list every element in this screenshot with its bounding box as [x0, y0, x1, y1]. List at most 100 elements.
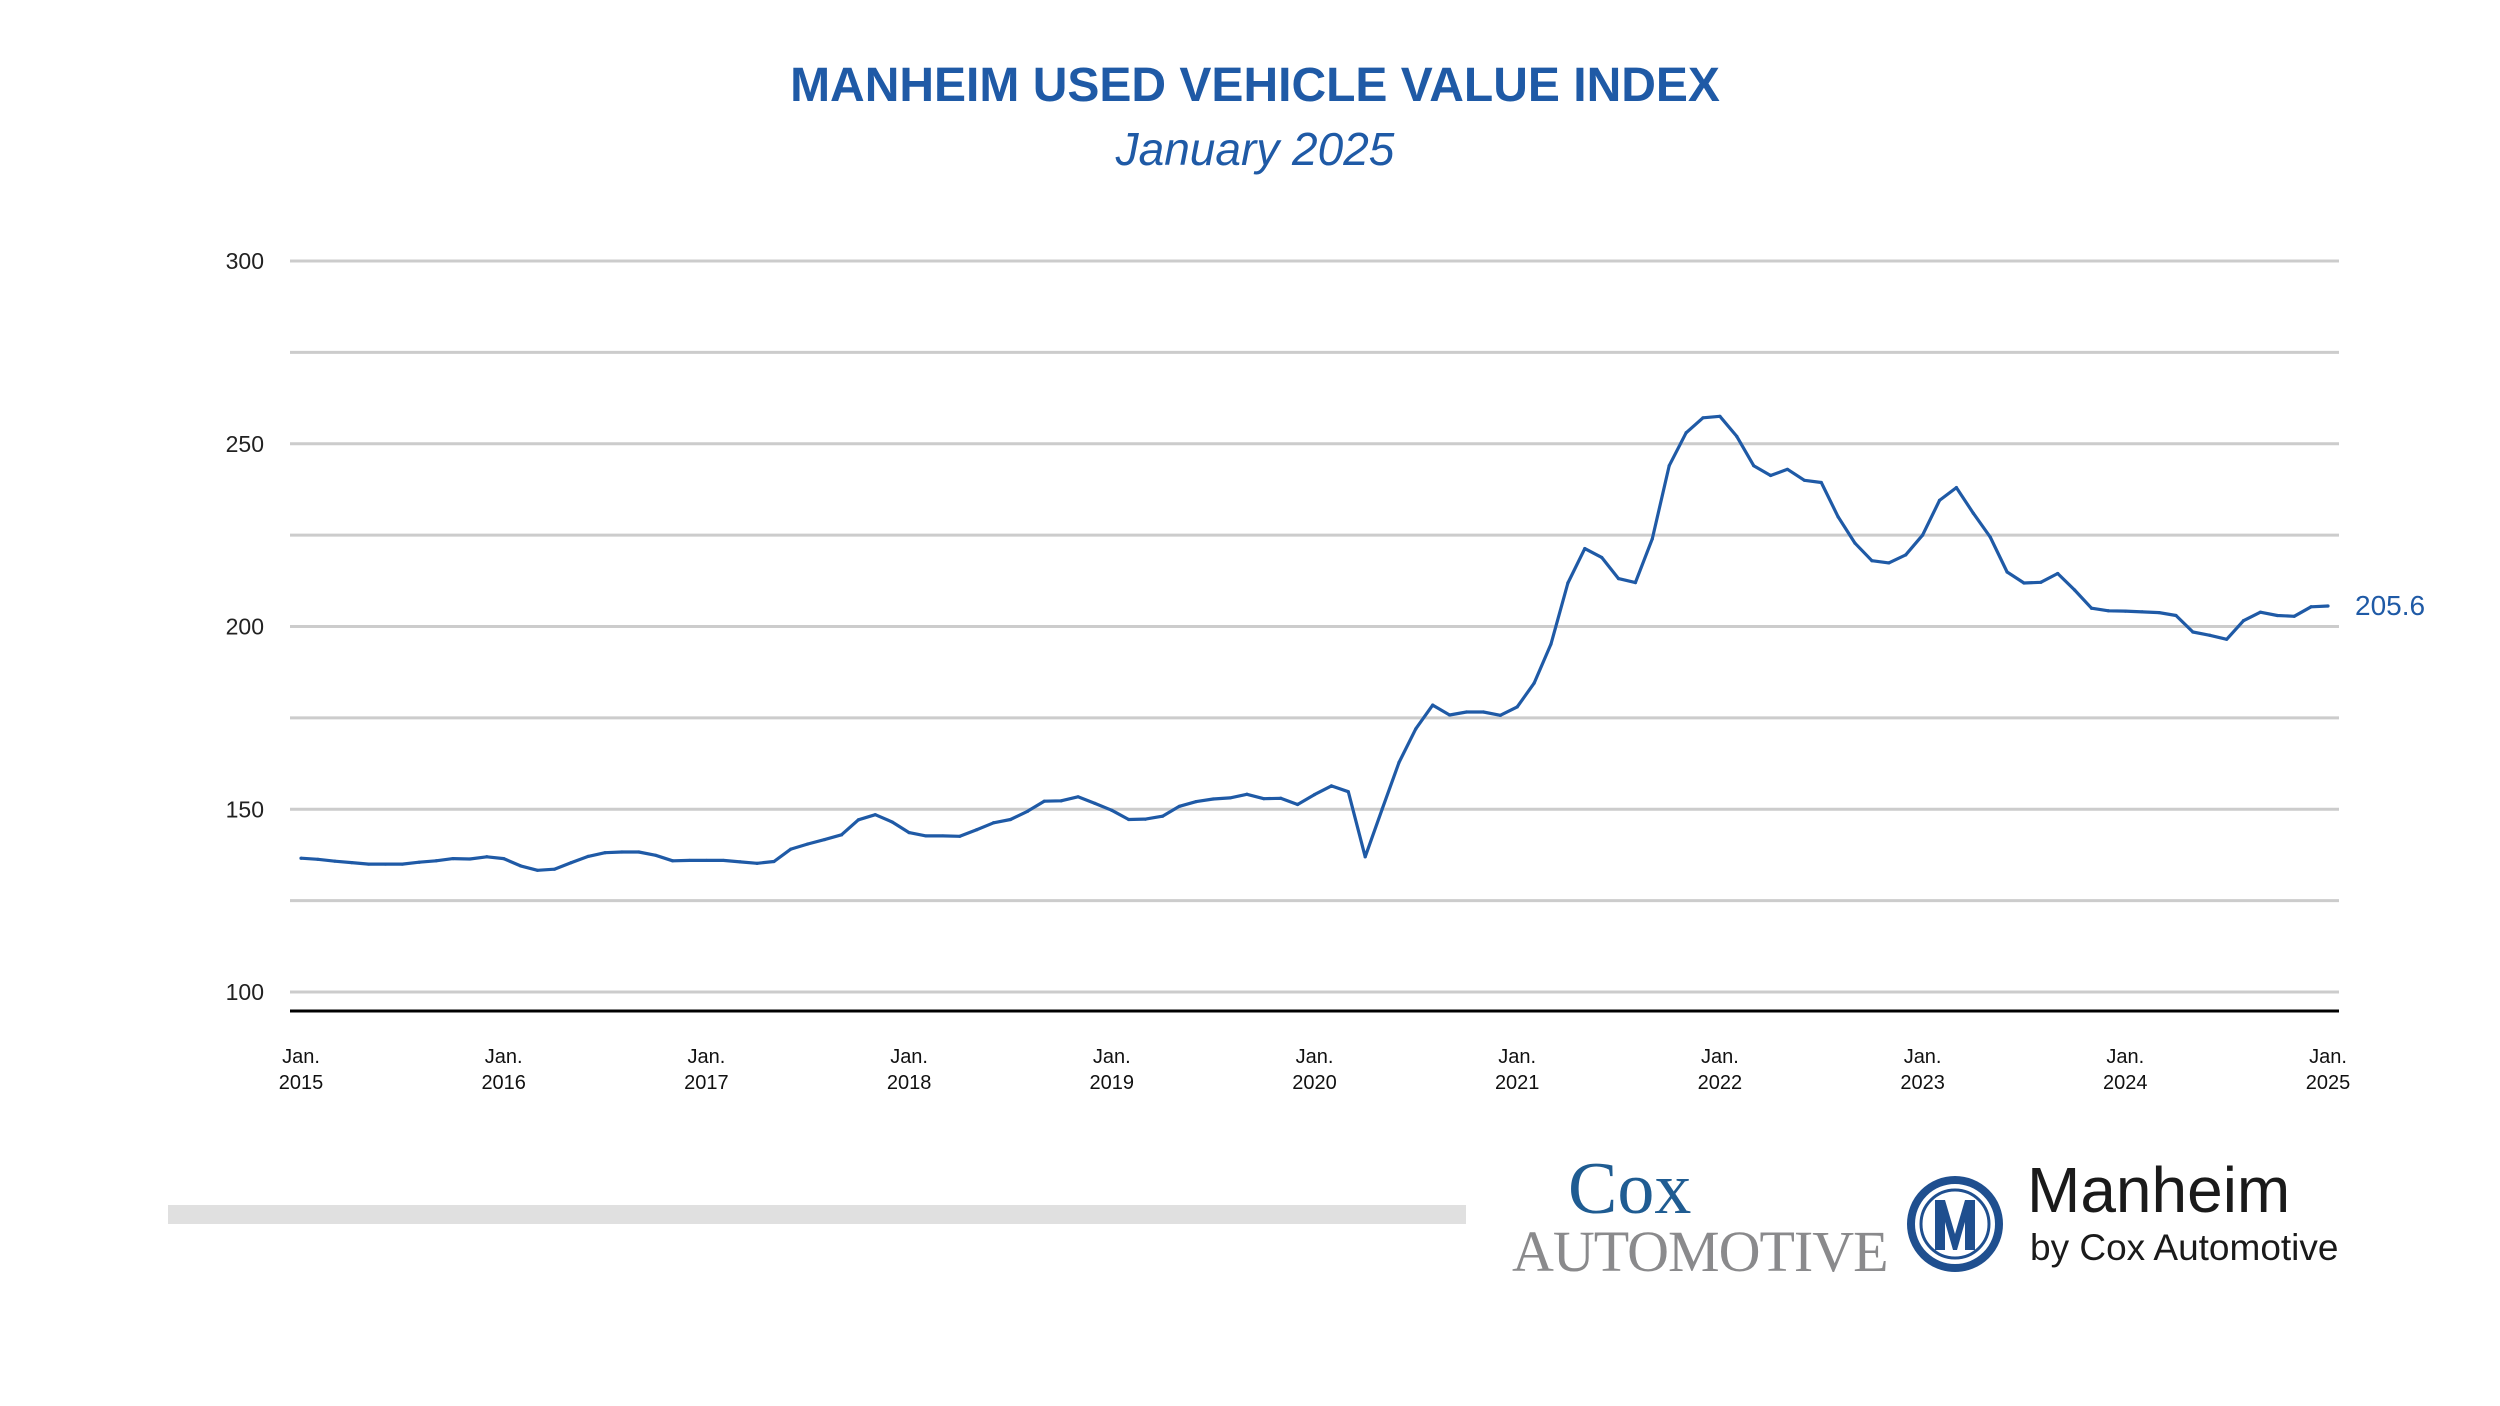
data-point [1008, 817, 1013, 822]
data-point [1431, 703, 1435, 707]
data-point [1904, 553, 1908, 557]
data-point [1515, 705, 1519, 709]
data-point [502, 856, 506, 861]
data-point [2258, 610, 2263, 614]
x-tick-label-month: Jan. [1701, 1046, 1739, 1068]
end-value-label: 205.6 [2355, 590, 2425, 621]
data-point [1481, 710, 1486, 714]
x-tick-label-year: 2022 [1698, 1072, 1743, 1094]
data-point [1616, 577, 1621, 581]
x-tick-label-year: 2019 [1090, 1072, 1135, 1094]
data-point [1380, 807, 1384, 811]
data-point [2326, 604, 2330, 608]
data-point [1177, 804, 1181, 808]
data-point [924, 834, 928, 838]
data-point [2039, 580, 2043, 584]
x-tick-label-month: Jan. [1296, 1046, 1334, 1068]
x-tick-label-year: 2021 [1495, 1072, 1540, 1094]
data-point [1853, 541, 1857, 545]
data-point [1819, 480, 1823, 485]
cox-logo-line2: Automotive [1512, 1219, 1889, 1284]
x-tick-label-year: 2024 [2103, 1072, 2148, 1094]
data-point [2140, 610, 2144, 614]
data-point [1566, 581, 1570, 585]
data-point [485, 855, 489, 859]
data-point [1836, 515, 1840, 519]
data-point [2292, 614, 2296, 618]
x-tick-label-month: Jan. [890, 1046, 928, 1068]
cox-logo-line1: Cox [1568, 1148, 1692, 1230]
data-point [1160, 814, 1165, 818]
data-point [1194, 799, 1198, 804]
data-point [603, 851, 607, 855]
x-tick-label-month: Jan. [485, 1046, 523, 1068]
x-tick-label-year: 2016 [481, 1072, 526, 1094]
cox-automotive-logo: Cox Automotive [1512, 1148, 1889, 1281]
data-point [738, 860, 742, 864]
index-series-line [300, 414, 2329, 872]
data-point [1684, 431, 1688, 435]
x-tick-label-month: Jan. [2106, 1046, 2144, 1068]
data-point [1464, 710, 1469, 714]
data-point [620, 850, 624, 854]
data-point [991, 821, 996, 825]
data-point [2208, 633, 2212, 637]
data-point [873, 813, 877, 817]
data-point [2056, 571, 2060, 576]
data-point [2005, 570, 2009, 574]
data-point [1988, 535, 1992, 539]
data-point [1498, 713, 1502, 717]
footer-divider-bar [168, 1205, 1466, 1224]
data-point [333, 859, 337, 863]
data-point [1093, 801, 1097, 806]
manheim-logo-name: Manheim [2027, 1154, 2291, 1226]
data-point [755, 861, 759, 865]
y-tick-label: 250 [226, 431, 264, 457]
data-point [1042, 799, 1046, 803]
data-point [2174, 613, 2178, 618]
data-point [1245, 792, 1249, 796]
x-tick-label-year: 2025 [2306, 1072, 2351, 1094]
data-point [2106, 609, 2111, 613]
data-point [1346, 790, 1350, 794]
x-tick-label-year: 2020 [1292, 1072, 1337, 1094]
line-chart: 100 150 200 250 300 Jan. 2015 Jan. 2016 Jan. 2017 J… [226, 248, 2425, 1094]
data-point [1971, 511, 1975, 515]
x-tick-label-month: Jan. [1093, 1046, 1131, 1068]
data-point [2241, 619, 2246, 623]
data-point [1600, 555, 1604, 560]
manheim-m-icon [1907, 1176, 2003, 1272]
y-tick-label: 200 [226, 614, 264, 640]
data-point [1718, 414, 1722, 418]
data-point [1532, 681, 1536, 685]
data-point [1583, 547, 1587, 551]
data-point [1059, 799, 1063, 803]
data-point [637, 850, 641, 854]
data-point [1549, 642, 1553, 646]
data-point [518, 864, 523, 868]
y-tick-label: 150 [226, 796, 264, 822]
data-point [2225, 637, 2229, 641]
data-point [366, 862, 371, 866]
data-point [1279, 796, 1283, 800]
x-tick-label-year: 2017 [684, 1072, 729, 1094]
data-point [535, 868, 540, 872]
data-point [1887, 561, 1891, 565]
data-point [1921, 533, 1925, 537]
data-point [721, 858, 725, 863]
data-point [451, 856, 455, 861]
data-point [2191, 630, 2195, 634]
data-point [1110, 808, 1114, 812]
data-point [2275, 613, 2279, 618]
data-point [1954, 486, 1958, 490]
data-point [975, 828, 979, 832]
data-point [1312, 793, 1317, 797]
data-point [839, 833, 844, 837]
y-tick-label: 100 [226, 979, 264, 1005]
data-point [569, 861, 573, 865]
data-point [1127, 817, 1131, 822]
data-point [400, 862, 404, 866]
data-point [671, 859, 675, 863]
data-point [1076, 795, 1080, 799]
data-point [2073, 588, 2077, 592]
